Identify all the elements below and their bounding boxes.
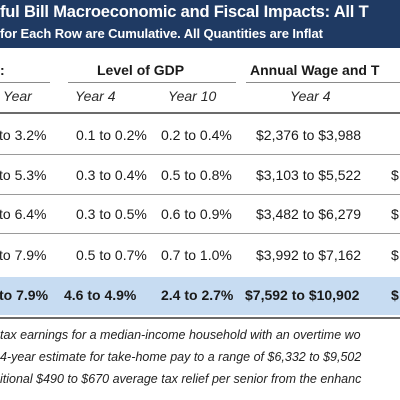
- table-header-banner: ful Bill Macroeconomic and Fiscal Impact…: [0, 0, 400, 48]
- cell-wage-year4: $3,992 to $7,162: [256, 247, 362, 263]
- cell-gdp-year4: 0.1 to 0.2%: [76, 127, 147, 143]
- table-row-total: to 7.9% 4.6 to 4.9% 2.4 to 2.7% $7,592 t…: [0, 277, 400, 315]
- cell-wage-year4: $7,592 to $10,902: [245, 287, 360, 303]
- table-subtitle: for Each Row are Cumulative. All Quantit…: [0, 26, 323, 41]
- year-header-wage-year4: Year 4: [290, 88, 331, 104]
- table-row: to 7.9% 0.5 to 0.7% 0.7 to 1.0% $3,992 t…: [0, 236, 400, 274]
- cell-wage-next: $: [391, 206, 399, 222]
- footnote-line: 4-year estimate for take-home pay to a r…: [0, 350, 362, 364]
- group-header-wage: Annual Wage and T: [250, 62, 380, 78]
- year-header-gdp-year4: Year 4: [75, 88, 116, 104]
- cell-col0: to 6.4%: [0, 206, 47, 222]
- cell-gdp-year4: 0.3 to 0.4%: [76, 167, 147, 183]
- column-year-header-row: Year Year 4 Year 10 Year 4: [0, 88, 400, 110]
- cell-gdp-year10: 0.7 to 1.0%: [161, 247, 232, 263]
- cell-col0: to 7.9%: [0, 247, 47, 263]
- year-header-gdp-year10: Year 10: [168, 88, 217, 104]
- cell-col0: to 5.3%: [0, 167, 47, 183]
- cell-gdp-year4: 0.5 to 0.7%: [76, 247, 147, 263]
- year-header-partial: Year: [3, 88, 32, 104]
- cell-col0: to 3.2%: [0, 127, 47, 143]
- column-group-header-row: : Level of GDP Annual Wage and T: [0, 62, 400, 84]
- cell-gdp-year10: 2.4 to 2.7%: [161, 287, 234, 303]
- group-header-gdp: Level of GDP: [97, 62, 185, 78]
- cell-wage-year4: $2,376 to $3,988: [256, 127, 362, 143]
- footnote-line: tax earnings for a median-income househo…: [0, 328, 361, 342]
- cell-gdp-year4: 4.6 to 4.9%: [64, 287, 137, 303]
- cell-wage-next: $: [391, 287, 399, 303]
- cell-wage-year4: $3,103 to $5,522: [256, 167, 362, 183]
- group-underline-wage: [246, 82, 400, 83]
- cell-col0: to 7.9%: [0, 287, 49, 303]
- header-divider: [0, 112, 400, 114]
- cell-wage-year4: $3,482 to $6,279: [256, 206, 362, 222]
- cell-gdp-year10: 0.2 to 0.4%: [161, 127, 232, 143]
- cell-gdp-year10: 0.6 to 0.9%: [161, 206, 232, 222]
- table-row: to 3.2% 0.1 to 0.2% 0.2 to 0.4% $2,376 t…: [0, 116, 400, 155]
- footnote-line: itional $490 to $670 average tax relief …: [0, 372, 362, 386]
- cell-wage-next: $: [391, 167, 399, 183]
- group-underline-gdp: [68, 82, 236, 83]
- group-header-left: :: [0, 62, 5, 78]
- table-row: to 6.4% 0.3 to 0.5% 0.6 to 0.9% $3,482 t…: [0, 195, 400, 234]
- group-underline-left: [0, 82, 50, 83]
- cell-gdp-year4: 0.3 to 0.5%: [76, 206, 147, 222]
- table-title: ful Bill Macroeconomic and Fiscal Impact…: [0, 3, 369, 21]
- cell-wage-next: $: [391, 247, 399, 263]
- table-row: to 5.3% 0.3 to 0.4% 0.5 to 0.8% $3,103 t…: [0, 156, 400, 195]
- table-bottom-divider: [0, 317, 400, 319]
- cell-gdp-year10: 0.5 to 0.8%: [161, 167, 232, 183]
